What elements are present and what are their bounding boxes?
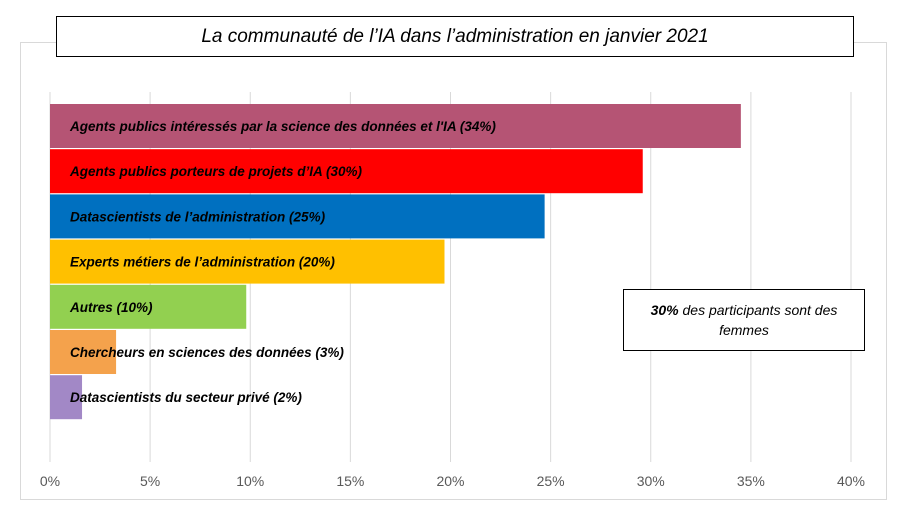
- x-tick-label: 5%: [140, 473, 160, 489]
- bar-label: Datascientists de l’administration (25%): [70, 209, 326, 224]
- x-tick-label: 30%: [637, 473, 665, 489]
- x-tick-label: 0%: [40, 473, 60, 489]
- bar: [50, 104, 741, 148]
- bar: [50, 194, 545, 239]
- bar-label: Agents publics intéressés par la science…: [69, 119, 496, 134]
- x-tick-label: 40%: [837, 473, 865, 489]
- bar: [50, 284, 247, 329]
- bar: [50, 149, 643, 194]
- bar-label: Experts métiers de l’administration (20%…: [70, 255, 335, 270]
- bar: [50, 330, 117, 374]
- annotation-box: 30% des participants sont des femmes: [623, 289, 865, 351]
- x-tick-label: 35%: [737, 473, 765, 489]
- bar: [50, 375, 83, 420]
- bar-label: Autres (10%): [69, 300, 153, 315]
- bar-label: Agents publics porteurs de projets d’IA …: [69, 164, 363, 179]
- annotation-text: des participants sont des femmes: [678, 301, 838, 338]
- bar-label: Datascientists du secteur privé (2%): [70, 390, 302, 405]
- bar-label: Chercheurs en sciences des données (3%): [70, 345, 344, 360]
- x-tick-label: 25%: [537, 473, 565, 489]
- x-tick-label: 10%: [236, 473, 264, 489]
- annotation-bold: 30%: [650, 301, 679, 318]
- x-tick-label: 15%: [336, 473, 364, 489]
- chart-title: La communauté de l’IA dans l’administrat…: [56, 16, 854, 57]
- bar: [50, 239, 445, 284]
- x-tick-label: 20%: [436, 473, 464, 489]
